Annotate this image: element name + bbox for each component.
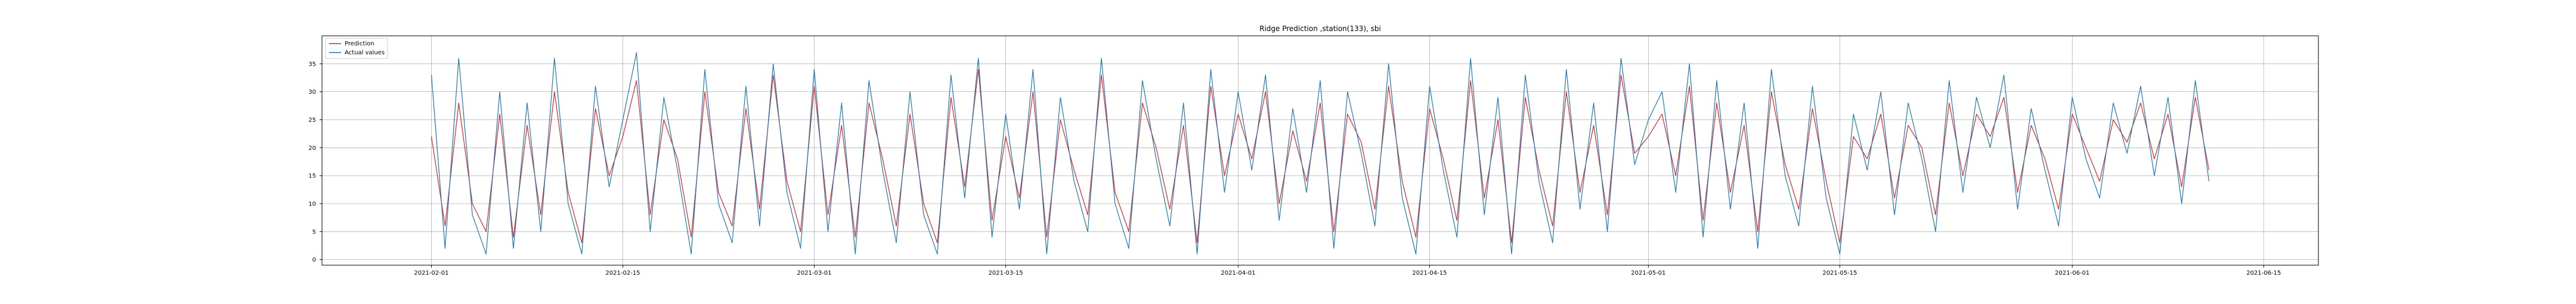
chart-title: Ridge Prediction ,station(133), sbi	[1259, 24, 1381, 33]
y-tick-label-2: 10	[308, 201, 316, 207]
x-tick-label-8: 2021-06-01	[2055, 270, 2089, 277]
y-tick-label-4: 20	[308, 145, 316, 152]
x-tick-label-9: 2021-06-15	[2246, 270, 2281, 277]
grid	[322, 36, 2318, 265]
x-tick-label-5: 2021-04-15	[1412, 270, 1447, 277]
x-tick-label-1: 2021-02-15	[605, 270, 640, 277]
y-tick-label-5: 25	[308, 117, 316, 124]
x-tick-label-7: 2021-05-15	[1822, 270, 1857, 277]
series-line-prediction	[431, 69, 2210, 244]
plot-area-frame	[321, 35, 2319, 266]
x-axis-ticks: 2021-02-01 2021-02-15 2021-03-01 2021-03-15…	[414, 265, 2281, 277]
x-tick-label-3: 2021-03-15	[989, 270, 1023, 277]
x-tick-label-2: 2021-03-01	[797, 270, 831, 277]
y-tick-label-7: 35	[308, 61, 316, 67]
y-axis-ticks: 0 5 10 15 20 25 30 35	[308, 61, 322, 263]
y-tick-label-0: 0	[312, 257, 316, 263]
y-tick-label-1: 5	[312, 229, 316, 235]
x-tick-label-6: 2021-05-01	[1631, 270, 1665, 277]
series-layer	[431, 52, 2210, 254]
legend-label-actual-values: Actual values	[345, 50, 385, 56]
legend-label-prediction: Prediction	[345, 41, 374, 47]
x-tick-label-4: 2021-04-01	[1221, 270, 1255, 277]
y-tick-label-6: 30	[308, 89, 316, 96]
y-tick-label-3: 15	[308, 173, 316, 180]
series-line-actual-values	[431, 52, 2210, 254]
x-tick-label-0: 2021-02-01	[414, 270, 448, 277]
legend: Prediction Actual values	[325, 38, 388, 59]
